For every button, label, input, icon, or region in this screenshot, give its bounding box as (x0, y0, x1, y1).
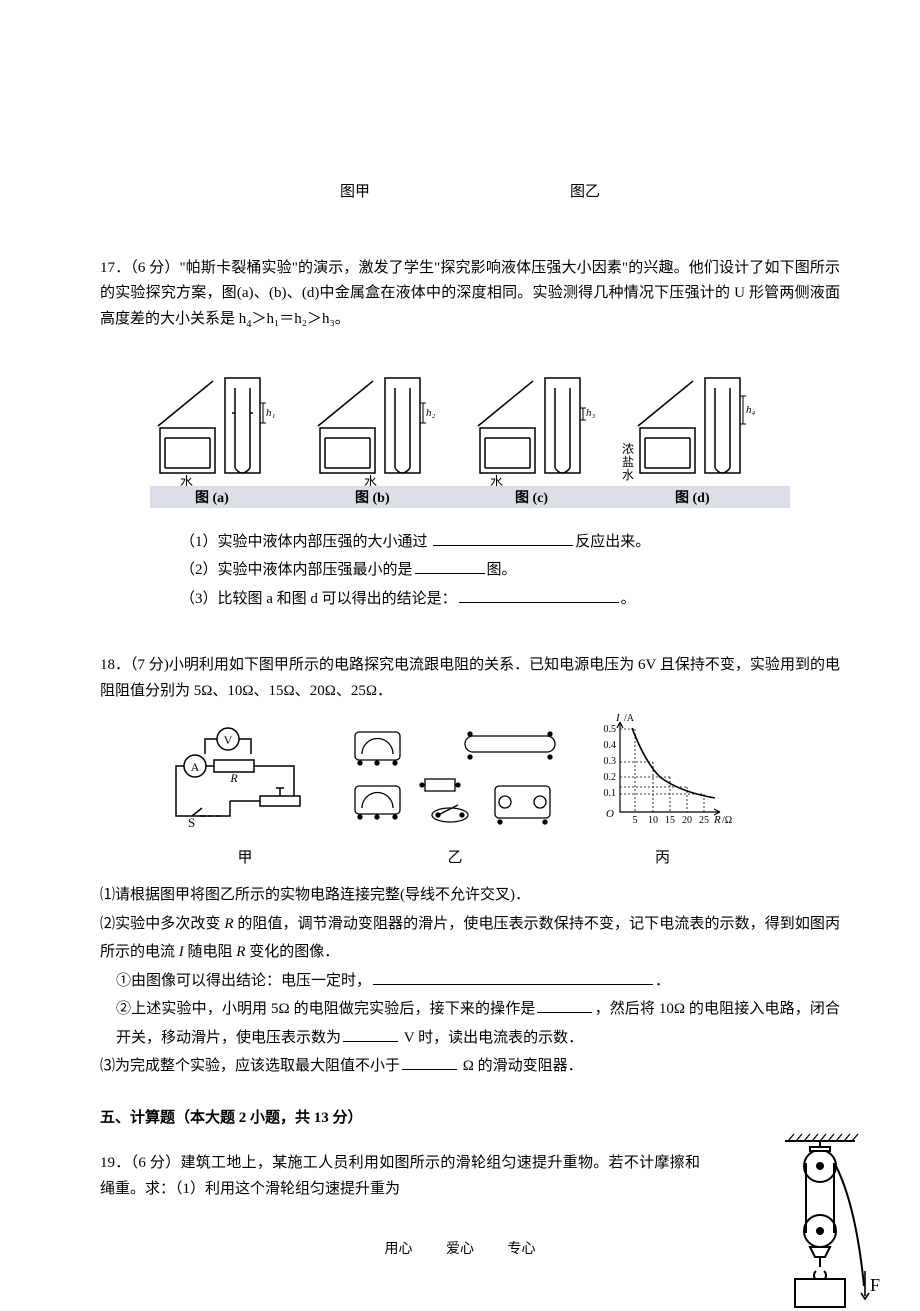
q18-fig-yi: 乙 (340, 724, 570, 871)
blank (433, 529, 573, 546)
svg-text:F: F (870, 1275, 880, 1295)
svg-text:0.1: 0.1 (604, 788, 617, 799)
cap-yi: 乙 (340, 846, 570, 872)
q17-sub3: （3）比较图 a 和图 d 可以得出的结论是：。 (180, 585, 840, 614)
section-5-title: 五、计算题（本大题 2 小题，共 13 分） (100, 1106, 840, 1132)
q18-figures: V A R S 甲 (170, 714, 840, 871)
q18-number: 18． (100, 657, 130, 673)
blank (402, 1054, 457, 1071)
svg-text:浓: 浓 (622, 442, 634, 456)
q19-stem: 19．（6 分）建筑工地上，某施工人员利用如图所示的滑轮组匀速提升重物。若不计摩… (100, 1151, 700, 1202)
svg-text:h₂: h₂ (426, 407, 436, 419)
svg-text:0.3: 0.3 (604, 756, 617, 767)
svg-text:A: A (191, 760, 200, 774)
svg-text:图 (b): 图 (b) (355, 490, 390, 506)
q17-sub-questions: （1）实验中液体内部压强的大小通过 反应出来。 （2）实验中液体内部压强最小的是… (180, 528, 840, 614)
svg-text:5: 5 (633, 815, 638, 826)
svg-text:图 (d): 图 (d) (675, 490, 710, 506)
blank (415, 558, 485, 575)
footer-a: 用心 (385, 1242, 413, 1257)
svg-text:S: S (188, 815, 195, 830)
q18-sub3: ⑶为完成整个实验，应该选取最大阻值不小于 Ω 的滑动变阻器． (100, 1052, 840, 1081)
q17-points: （6 分） (130, 260, 179, 276)
svg-text:10: 10 (648, 815, 658, 826)
svg-text:O: O (606, 808, 614, 820)
q17-figure-svg: h₁ 水 h₂ 水 (150, 348, 790, 508)
q19-number: 19． (100, 1155, 131, 1171)
svg-text:20: 20 (682, 815, 692, 826)
q17-text-a: "帕斯卡裂桶实验"的演示，激发了学生"探究影响液体压强大小因素"的兴趣。他们设计… (100, 260, 840, 327)
svg-text:图 (a): 图 (a) (195, 490, 229, 506)
q18-sub2-2: ②上述实验中，小明用 5Ω 的电阻做完实验后，接下来的操作是，然后将 10Ω 的… (116, 995, 840, 1052)
blank (459, 586, 619, 603)
q17-rel: ＞h₁＝h₂＞h₃。 (252, 311, 350, 327)
question-18: 18．（7 分)小明利用如下图甲所示的电路探究电流跟电阻的关系．已知电源电压为 … (100, 653, 840, 1081)
page-footer: 用心 爱心 专心 (0, 1238, 920, 1262)
q17-stem: 17．（6 分）"帕斯卡裂桶实验"的演示，激发了学生"探究影响液体压强大小因素"… (100, 256, 840, 334)
caption-jia: 图甲 (340, 180, 370, 206)
svg-text:h₄: h₄ (746, 404, 756, 416)
svg-text:V: V (224, 733, 233, 747)
pulley-svg: F (770, 1131, 890, 1311)
footer-c: 专心 (508, 1242, 536, 1257)
q17-sub1: （1）实验中液体内部压强的大小通过 反应出来。 (180, 528, 840, 557)
footer-b: 爱心 (446, 1242, 474, 1257)
q19-text: 建筑工地上，某施工人员利用如图所示的滑轮组匀速提升重物。若不计摩擦和绳重。求：（… (100, 1155, 700, 1197)
q18-sub1: ⑴请根据图甲将图乙所示的实物电路连接完整(导线不允许交叉)． (100, 881, 840, 910)
q18-fig-bing: 0.5 0.4 0.3 0.2 0.1 (590, 714, 735, 871)
svg-text:/Ω: /Ω (722, 815, 732, 826)
q17-number: 17． (100, 260, 130, 276)
blank (537, 997, 592, 1014)
svg-text:/A: /A (624, 714, 635, 724)
svg-text:水: 水 (622, 468, 634, 482)
svg-text:25: 25 (699, 815, 709, 826)
blank (343, 1025, 398, 1042)
circuit-jia-svg: V A R S (170, 724, 320, 834)
caption-row: 图甲 图乙 (100, 180, 840, 206)
q18-text: 小明利用如下图甲所示的电路探究电流跟电阻的关系．已知电源电压为 6V 且保持不变… (100, 657, 840, 699)
svg-text:R: R (713, 814, 721, 826)
q18-stem: 18．（7 分)小明利用如下图甲所示的电路探究电流跟电阻的关系．已知电源电压为 … (100, 653, 840, 704)
q17-sub2: （2）实验中液体内部压强最小的是图。 (180, 556, 840, 585)
q18-sub2: ⑵实验中多次改变 R 的阻值，调节滑动变阻器的滑片，使电压表示数保持不变，记下电… (100, 910, 840, 967)
caption-yi: 图乙 (570, 180, 600, 206)
svg-text:15: 15 (665, 815, 675, 826)
svg-text:h₁: h₁ (266, 407, 276, 419)
circuit-yi-svg (340, 724, 570, 834)
svg-text:R: R (229, 771, 238, 785)
q18-fig-jia: V A R S 甲 (170, 724, 320, 871)
q18-sub-questions: ⑴请根据图甲将图乙所示的实物电路连接完整(导线不允许交叉)． ⑵实验中多次改变 … (100, 881, 840, 1081)
svg-text:盐: 盐 (622, 455, 634, 469)
svg-text:0.5: 0.5 (604, 724, 617, 735)
svg-text:h₃: h₃ (586, 407, 596, 419)
question-19: 19．（6 分）建筑工地上，某施工人员利用如图所示的滑轮组匀速提升重物。若不计摩… (100, 1151, 840, 1202)
svg-text:图 (c): 图 (c) (515, 490, 548, 506)
q18-sub2-1: ①由图像可以得出结论：电压一定时，． (116, 967, 840, 996)
q17-figure-row: h₁ 水 h₂ 水 (150, 348, 790, 518)
blank (373, 968, 653, 985)
svg-text:0.4: 0.4 (604, 740, 617, 751)
q18-points: （7 分) (130, 657, 169, 673)
q19-points: （6 分） (131, 1155, 181, 1171)
cap-bing: 丙 (590, 846, 735, 872)
cap-jia: 甲 (170, 846, 320, 872)
graph-bing-svg: 0.5 0.4 0.3 0.2 0.1 (590, 714, 735, 834)
question-17: 17．（6 分）"帕斯卡裂桶实验"的演示，激发了学生"探究影响液体压强大小因素"… (100, 256, 840, 614)
svg-text:0.2: 0.2 (604, 772, 617, 783)
